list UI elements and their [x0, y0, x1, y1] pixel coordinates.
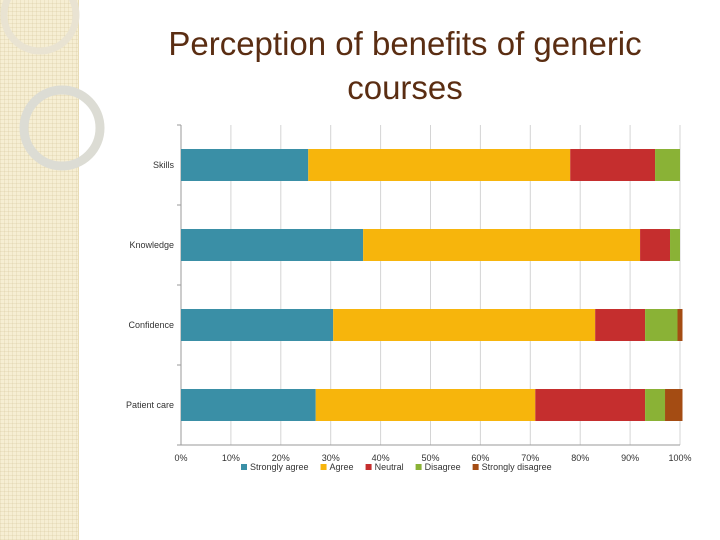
- legend-label: Strongly agree: [250, 462, 309, 472]
- bar-segment: [181, 309, 334, 341]
- bar-segment: [570, 149, 656, 181]
- decorative-rings: [0, 0, 105, 171]
- slide-title-line1: Perception of benefits of generic: [168, 25, 642, 62]
- bar-segment: [665, 389, 683, 421]
- legend-swatch: [415, 464, 422, 470]
- y-tick-label: Patient care: [126, 400, 174, 410]
- x-tick-label: 20%: [272, 453, 290, 463]
- bar-segment: [535, 389, 646, 421]
- x-tick-label: 50%: [421, 453, 439, 463]
- x-tick-label: 10%: [222, 453, 240, 463]
- decorative-ring-bottom: [19, 85, 105, 171]
- bar-segment: [670, 229, 680, 261]
- x-tick-label: 40%: [372, 453, 390, 463]
- bar-segment: [308, 149, 571, 181]
- x-tick-label: 100%: [668, 453, 691, 463]
- legend-label: Disagree: [425, 462, 461, 472]
- legend-label: Neutral: [375, 462, 404, 472]
- bar-segment: [677, 309, 683, 341]
- bar-segment: [655, 149, 680, 181]
- bar-segment: [640, 229, 671, 261]
- x-tick-label: 70%: [521, 453, 539, 463]
- bar-segment: [181, 389, 316, 421]
- legend-swatch: [241, 464, 247, 470]
- bar-segment: [315, 389, 536, 421]
- bar-segment: [363, 229, 641, 261]
- decorative-ring-top: [0, 0, 80, 55]
- bar-segment: [645, 389, 666, 421]
- legend-swatch: [320, 464, 327, 470]
- y-tick-label: Confidence: [128, 320, 174, 330]
- x-tick-label: 0%: [174, 453, 187, 463]
- legend-label: Agree: [330, 462, 354, 472]
- bar-segment: [333, 309, 596, 341]
- slide-title-line2: courses: [347, 69, 463, 106]
- slide-title: Perception of benefits of generic course…: [100, 22, 710, 110]
- y-tick-label: Knowledge: [129, 240, 174, 250]
- bar-segment: [645, 309, 678, 341]
- y-tick-label: Skills: [153, 160, 175, 170]
- bar-segment: [181, 229, 364, 261]
- legend-swatch: [472, 464, 479, 470]
- bar-segment: [595, 309, 646, 341]
- legend-label: Strongly disagree: [482, 462, 552, 472]
- x-tick-label: 90%: [621, 453, 639, 463]
- x-tick-label: 80%: [571, 453, 589, 463]
- x-tick-label: 30%: [322, 453, 340, 463]
- legend-swatch: [365, 464, 372, 470]
- x-tick-label: 60%: [471, 453, 489, 463]
- bar-segment: [181, 149, 309, 181]
